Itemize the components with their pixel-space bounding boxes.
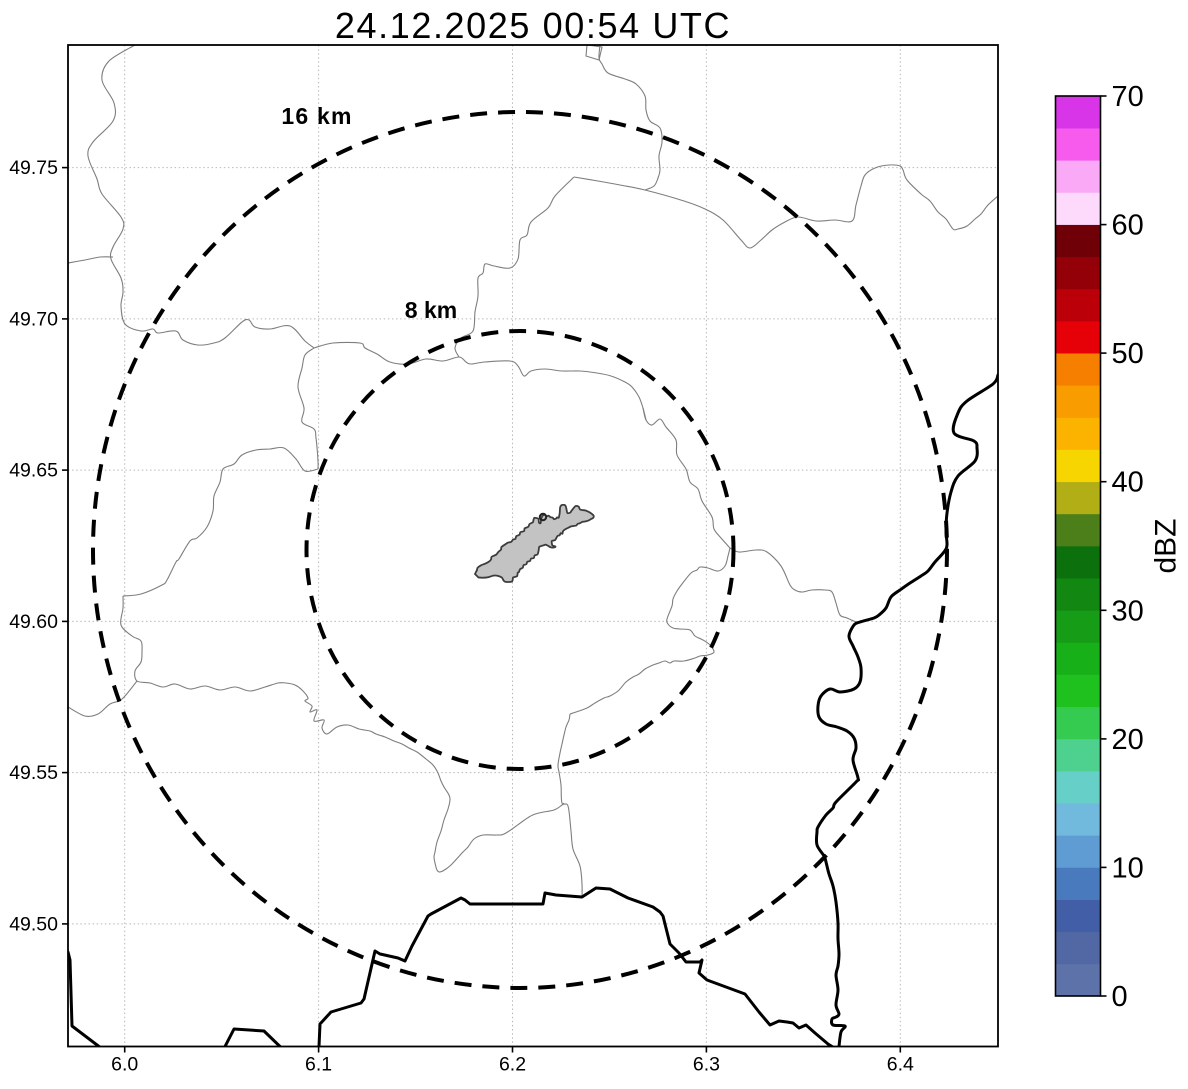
svg-text:50: 50	[1112, 338, 1144, 370]
svg-text:49.70: 49.70	[9, 308, 58, 330]
svg-text:30: 30	[1112, 595, 1144, 627]
svg-text:70: 70	[1112, 81, 1144, 113]
svg-text:10: 10	[1112, 852, 1144, 884]
svg-text:24.12.2025 00:54 UTC: 24.12.2025 00:54 UTC	[335, 5, 731, 46]
svg-text:16 km: 16 km	[281, 103, 352, 129]
svg-text:49.55: 49.55	[9, 762, 58, 784]
svg-text:6.0: 6.0	[111, 1054, 138, 1076]
svg-text:49.50: 49.50	[9, 913, 58, 935]
svg-text:20: 20	[1112, 724, 1144, 756]
svg-text:6.3: 6.3	[693, 1054, 720, 1076]
svg-text:6.1: 6.1	[305, 1054, 332, 1076]
svg-text:0: 0	[1112, 981, 1128, 1013]
svg-text:49.75: 49.75	[9, 157, 58, 179]
svg-text:dBZ: dBZ	[1150, 518, 1183, 573]
svg-text:60: 60	[1112, 210, 1144, 242]
svg-text:6.4: 6.4	[887, 1054, 914, 1076]
svg-text:40: 40	[1112, 467, 1144, 499]
svg-text:6.2: 6.2	[499, 1054, 526, 1076]
svg-text:49.65: 49.65	[9, 460, 58, 482]
svg-text:49.60: 49.60	[9, 611, 58, 633]
svg-text:8 km: 8 km	[405, 297, 457, 323]
